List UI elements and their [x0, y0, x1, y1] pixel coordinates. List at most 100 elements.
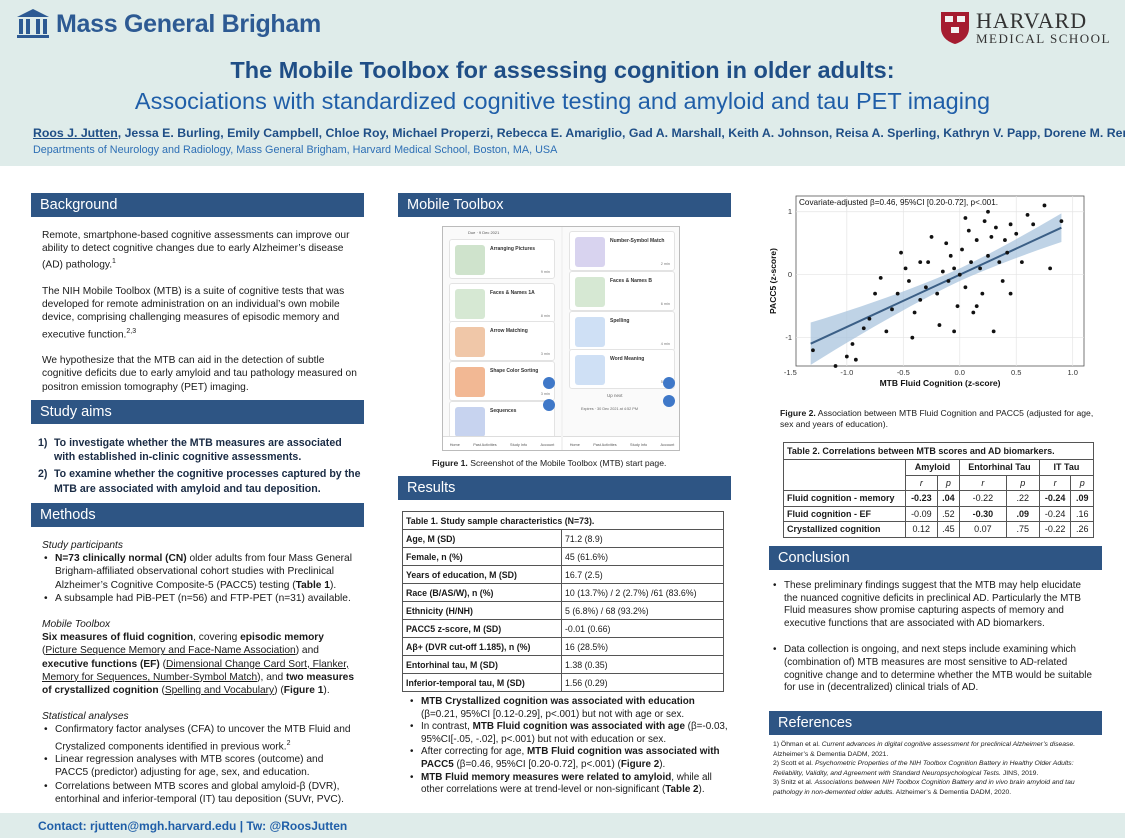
- data-point: [963, 285, 968, 290]
- table-row: PACC5 z-score, M (SD) -0.01 (0.66): [402, 619, 724, 638]
- table1-title: Table 1. Study sample characteristics (N…: [402, 511, 724, 530]
- data-point: [969, 260, 973, 265]
- data-point: [912, 310, 917, 315]
- medical-school-name: MEDICAL SCHOOL: [976, 31, 1111, 46]
- data-point: [853, 357, 858, 362]
- aims-list: 1) To investigate whether the MTB measure…: [38, 436, 363, 499]
- background-heading: Background: [31, 193, 364, 217]
- data-point: [850, 342, 855, 346]
- results-bullet-4: MTB Fluid memory measures were related t…: [408, 772, 728, 797]
- reference-1: 1) Öhman et al. Current advances in digi…: [773, 741, 1076, 758]
- conclusion-bullet-1: These preliminary findings suggest that …: [771, 580, 1097, 630]
- data-point: [971, 310, 976, 315]
- data-point: [1014, 231, 1019, 236]
- stats-bullet-3: Correlations between MTB scores and glob…: [42, 780, 358, 806]
- stats-list: Confirmatory factor analyses (CFA) to un…: [42, 723, 358, 806]
- data-point: [878, 275, 883, 280]
- table2-group-header: Amyloid Entorhinal Tau IT Tau: [783, 459, 1095, 476]
- start-fab-icon: [663, 377, 675, 389]
- data-point: [873, 291, 877, 296]
- y-axis-label: PACC5 (z-score): [768, 248, 778, 314]
- table2-title: Table 2. Correlations between MTB scores…: [783, 442, 1094, 460]
- table-row: Fluid cognition - EF -0.09.52 -0.30.09 -…: [783, 505, 1094, 522]
- table2: Table 2. Correlations between MTB scores…: [783, 442, 1095, 538]
- data-point: [833, 364, 838, 368]
- data-point: [952, 266, 957, 271]
- stats-bullet-2: Linear regression analyses with MTB scor…: [42, 753, 358, 779]
- mtb-screenshot: Due · 9 Dec 2021 Arranging Pictures 9 min…: [442, 226, 680, 451]
- data-point: [861, 326, 866, 331]
- data-point: [918, 297, 923, 302]
- start-fab-icon: [663, 395, 675, 407]
- data-point: [974, 304, 979, 309]
- mgb-logo: Mass General Brigham: [16, 8, 321, 40]
- data-point: [935, 291, 940, 296]
- y-tick-label: 0: [788, 270, 792, 279]
- data-point: [963, 216, 968, 220]
- x-tick-label: 1.0: [1067, 368, 1077, 377]
- figure1-caption: Figure 1. Screenshot of the Mobile Toolb…: [432, 458, 667, 468]
- phone-screen-right: Number-Symbol Match 2 min Faces & Names B…: [563, 227, 679, 450]
- data-point: [918, 260, 923, 265]
- data-point: [884, 329, 889, 334]
- figure2-scatter-chart: -1.5 -1.0 -0.5 0.0 0.5 1.0 1 0 -1 MTB Fluid Cogni…: [768, 195, 1085, 388]
- data-point: [929, 235, 934, 239]
- data-point: [960, 247, 964, 252]
- figure2-annotation: Covariate-adjusted β=0.46, 95%CI [0.20-0…: [799, 198, 998, 207]
- data-point: [952, 329, 957, 334]
- data-point: [811, 348, 815, 353]
- data-point: [867, 316, 872, 321]
- table-row: Entorhinal tau, M (SD) 1.38 (0.35): [402, 655, 724, 674]
- phone-screen-left: Due · 9 Dec 2021 Arranging Pictures 9 min…: [443, 227, 561, 450]
- mgb-building-icon: [17, 9, 49, 38]
- data-point: [974, 238, 979, 242]
- author-list: Roos J. Jutten, Jessa E. Burling, Emily …: [33, 126, 1125, 140]
- phone-due-date: Due · 9 Dec 2021: [468, 230, 500, 235]
- background-text: Remote, smartphone-based cognitive asses…: [42, 229, 358, 407]
- methods-heading: Methods: [31, 503, 364, 527]
- data-point: [980, 291, 985, 296]
- data-point: [957, 272, 962, 277]
- conclusion-text: These preliminary findings suggest that …: [771, 580, 1097, 695]
- data-point: [1042, 203, 1047, 208]
- data-point: [895, 291, 900, 296]
- data-point: [940, 269, 945, 274]
- poster-footer: Contact: rjutten@mgh.harvard.edu | Tw: @…: [0, 813, 1125, 838]
- background-p3: We hypothesize that the MTB can aid in t…: [42, 355, 357, 393]
- table-row: Ethnicity (H/NH) 5 (6.8%) / 68 (93.2%): [402, 601, 724, 620]
- results-bullet-1: MTB Crystallized cognition was associate…: [408, 696, 728, 721]
- participants-bullet-1: N=73 clinically normal (CN) older adults…: [42, 552, 358, 592]
- data-point: [1025, 212, 1030, 217]
- methods-sub-stats: Statistical analyses: [42, 711, 129, 723]
- harvard-name: HARVARD: [976, 8, 1088, 33]
- y-tick-label: 1: [788, 207, 792, 216]
- table-row: Years of education, M (SD) 16.7 (2.5): [402, 565, 724, 584]
- data-point: [923, 285, 928, 290]
- table-row: Age, M (SD) 71.2 (8.9): [402, 529, 724, 548]
- first-author: Roos J. Jutten: [33, 126, 118, 140]
- data-point: [966, 228, 971, 233]
- data-point: [1008, 291, 1013, 296]
- data-point: [1019, 260, 1024, 265]
- data-point: [1048, 266, 1053, 271]
- table1: Table 1. Study sample characteristics (N…: [402, 511, 724, 692]
- data-point: [937, 323, 942, 327]
- data-point: [986, 253, 990, 258]
- data-point: [978, 266, 982, 271]
- affiliation: Departments of Neurology and Radiology, …: [33, 144, 558, 156]
- task-card: Arranging Pictures 9 min: [449, 239, 555, 279]
- results-bullet-2: In contrast, MTB Fluid cognition was ass…: [408, 721, 728, 746]
- task-card: Shape Color Sorting 3 min: [449, 361, 555, 401]
- regression-line: [810, 226, 1062, 345]
- y-tick-label: -1: [785, 333, 792, 342]
- participants-bullet-2: A subsample had PiB-PET (n=56) and FTP-P…: [42, 592, 358, 605]
- x-tick-label: -1.5: [784, 368, 797, 377]
- data-point: [1059, 219, 1064, 224]
- harvard-shield-icon: [941, 11, 969, 44]
- reference-3: 3) Snitz et al. Associations between NIH…: [773, 779, 1075, 796]
- results-text: MTB Crystallized cognition was associate…: [408, 696, 728, 797]
- results-bullet-3: After correcting for age, MTB Fluid cogn…: [408, 746, 728, 771]
- data-point: [946, 279, 951, 283]
- x-tick-label: -1.0: [840, 368, 853, 377]
- table-row: Fluid cognition - memory -0.23.04 -0.22.…: [783, 490, 1094, 507]
